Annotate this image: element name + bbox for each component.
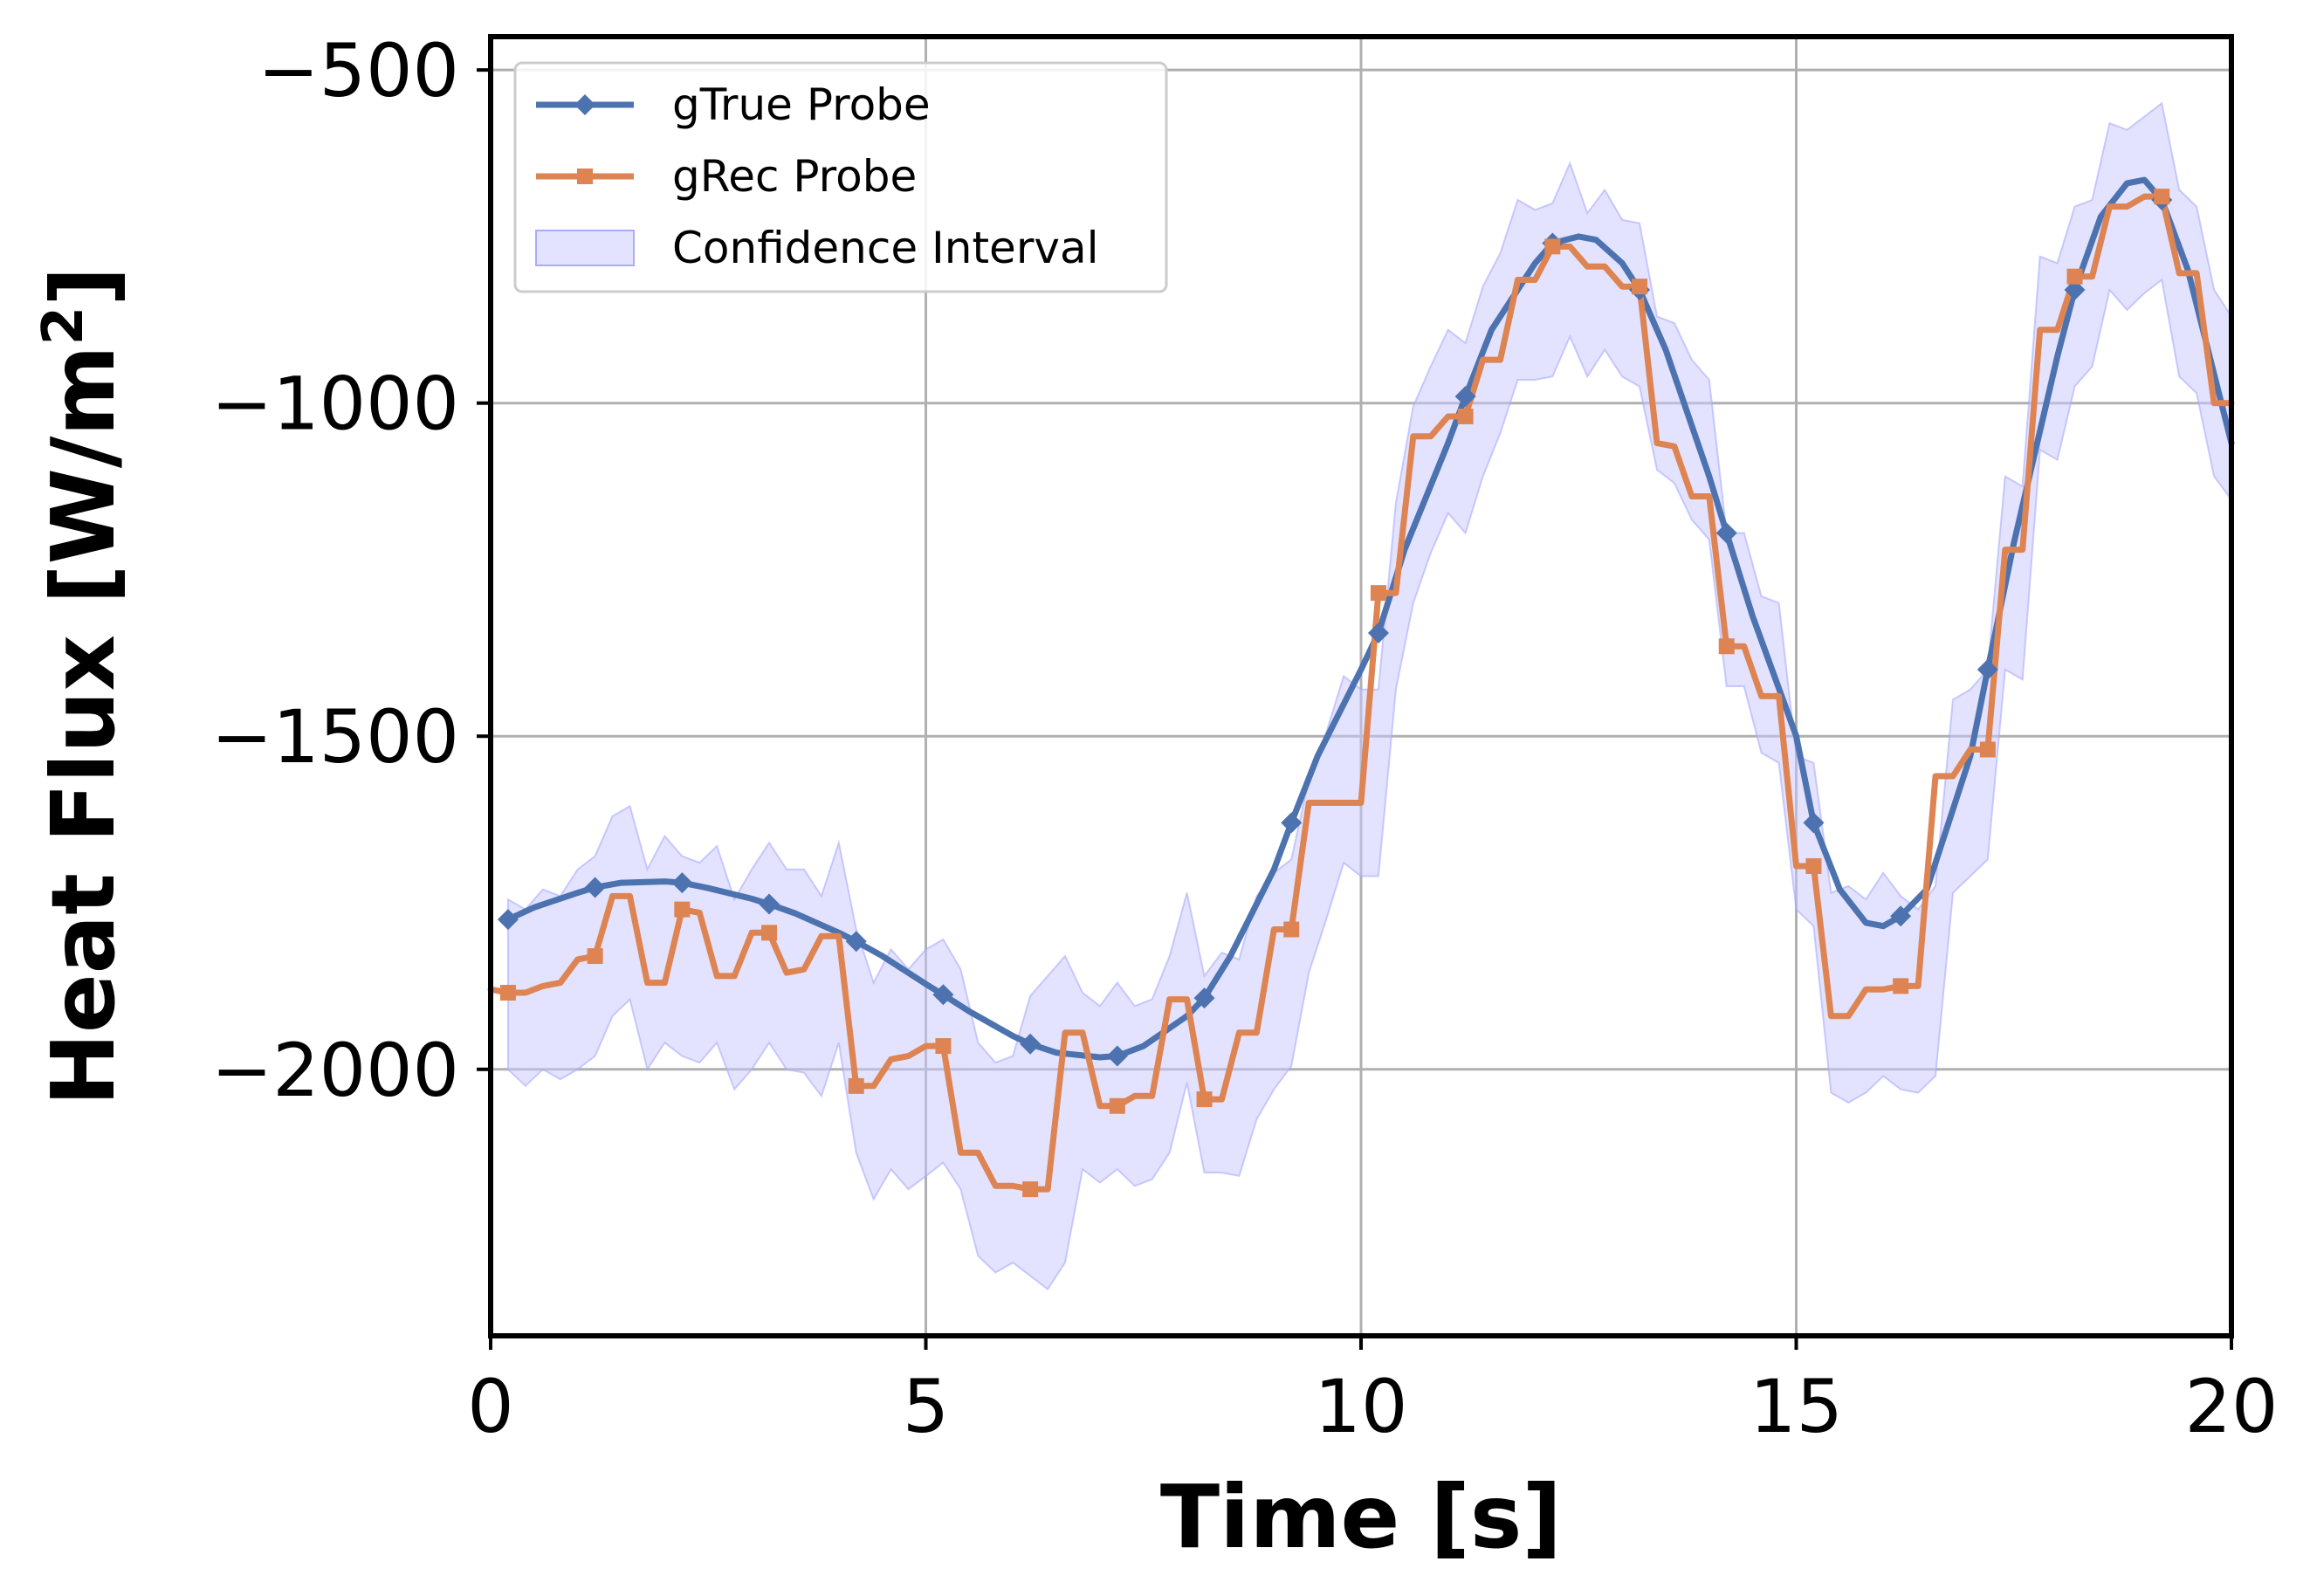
gtrue-marker <box>1715 522 1737 544</box>
grec-marker <box>848 1077 864 1094</box>
grec-marker <box>1457 408 1474 424</box>
grec-marker <box>2154 189 2170 205</box>
legend: gTrue Probe gRec Probe Confidence Interval <box>513 61 1168 293</box>
y-tick-label: −500 <box>258 28 459 114</box>
gtrue-marker <box>759 893 780 915</box>
y-tick-label: −1000 <box>211 361 459 447</box>
gtrue-marker <box>1454 386 1476 408</box>
y-axis-label: Heat Flux [W/m2] <box>31 266 134 1106</box>
gtrue-marker <box>584 877 606 898</box>
x-tick-label: 0 <box>467 1364 513 1449</box>
grec-marker <box>1544 238 1561 255</box>
grec-marker <box>1370 585 1386 602</box>
gtrue-marker <box>1803 812 1825 834</box>
gtrue-marker <box>1106 1045 1128 1067</box>
grec-marker <box>1022 1181 1039 1198</box>
x-tick-label: 20 <box>2185 1364 2279 1449</box>
gtrue-marker <box>1367 622 1389 643</box>
grec-marker <box>1805 858 1822 875</box>
gtrue-marker <box>671 872 693 894</box>
grec-marker <box>587 948 603 965</box>
grec-marker <box>1632 279 1648 295</box>
gtrue-marker <box>1281 812 1303 834</box>
grec-marker <box>1109 1097 1125 1114</box>
grec-marker <box>1718 638 1735 655</box>
legend-ci-swatch <box>535 230 635 266</box>
gtrue-marker <box>2064 279 2086 300</box>
legend-box <box>513 61 1168 293</box>
grec-marker <box>1196 1091 1213 1108</box>
legend-label-ci: Confidence Interval <box>672 223 1099 273</box>
gtrue-marker <box>1977 658 1998 680</box>
legend-entries: gTrue Probe gRec Probe Confidence Interval <box>535 79 1099 273</box>
grec-series-line <box>487 193 2235 1193</box>
series-markers <box>497 189 2173 1198</box>
legend-gtrue-marker <box>574 94 595 115</box>
x-tick-label: 5 <box>903 1364 949 1449</box>
x-tick-label: 15 <box>1750 1364 1843 1449</box>
gtrue-marker <box>932 984 954 1006</box>
grec-marker <box>1893 978 1909 994</box>
grec-marker <box>761 925 778 941</box>
y-tick-label: −1500 <box>211 694 459 780</box>
y-tick-label: −2000 <box>211 1028 459 1113</box>
gtrue-marker <box>497 909 519 931</box>
y-axis-label-close: ] <box>32 266 134 306</box>
legend-grec-marker <box>577 169 593 184</box>
gtrue-series-line <box>505 176 2235 1061</box>
gtrue-marker <box>1193 987 1215 1009</box>
grec-marker <box>1979 741 1996 758</box>
grec-marker <box>499 985 516 1001</box>
legend-label-gtrue: gTrue Probe <box>672 79 931 130</box>
legend-label-grec: gRec Probe <box>672 151 917 202</box>
gtrue-marker <box>1890 905 1912 927</box>
grec-marker <box>674 901 691 918</box>
y-axis-label-main: Heat Flux [W/m <box>32 345 134 1105</box>
x-tick-label: 10 <box>1315 1364 1408 1449</box>
gtrue-marker <box>1020 1033 1042 1055</box>
x-axis-label: Time [s] <box>1160 1466 1562 1568</box>
grec-marker <box>2066 268 2083 285</box>
grec-marker <box>1283 921 1300 938</box>
gtrue-marker <box>845 931 867 953</box>
axis-ticks: 0 5 10 15 20 −500 −1000 −1500 −2000 <box>211 28 2279 1449</box>
grec-marker <box>935 1038 952 1055</box>
y-axis-label-superscript: 2 <box>31 306 96 346</box>
series-lines <box>487 176 2235 1193</box>
